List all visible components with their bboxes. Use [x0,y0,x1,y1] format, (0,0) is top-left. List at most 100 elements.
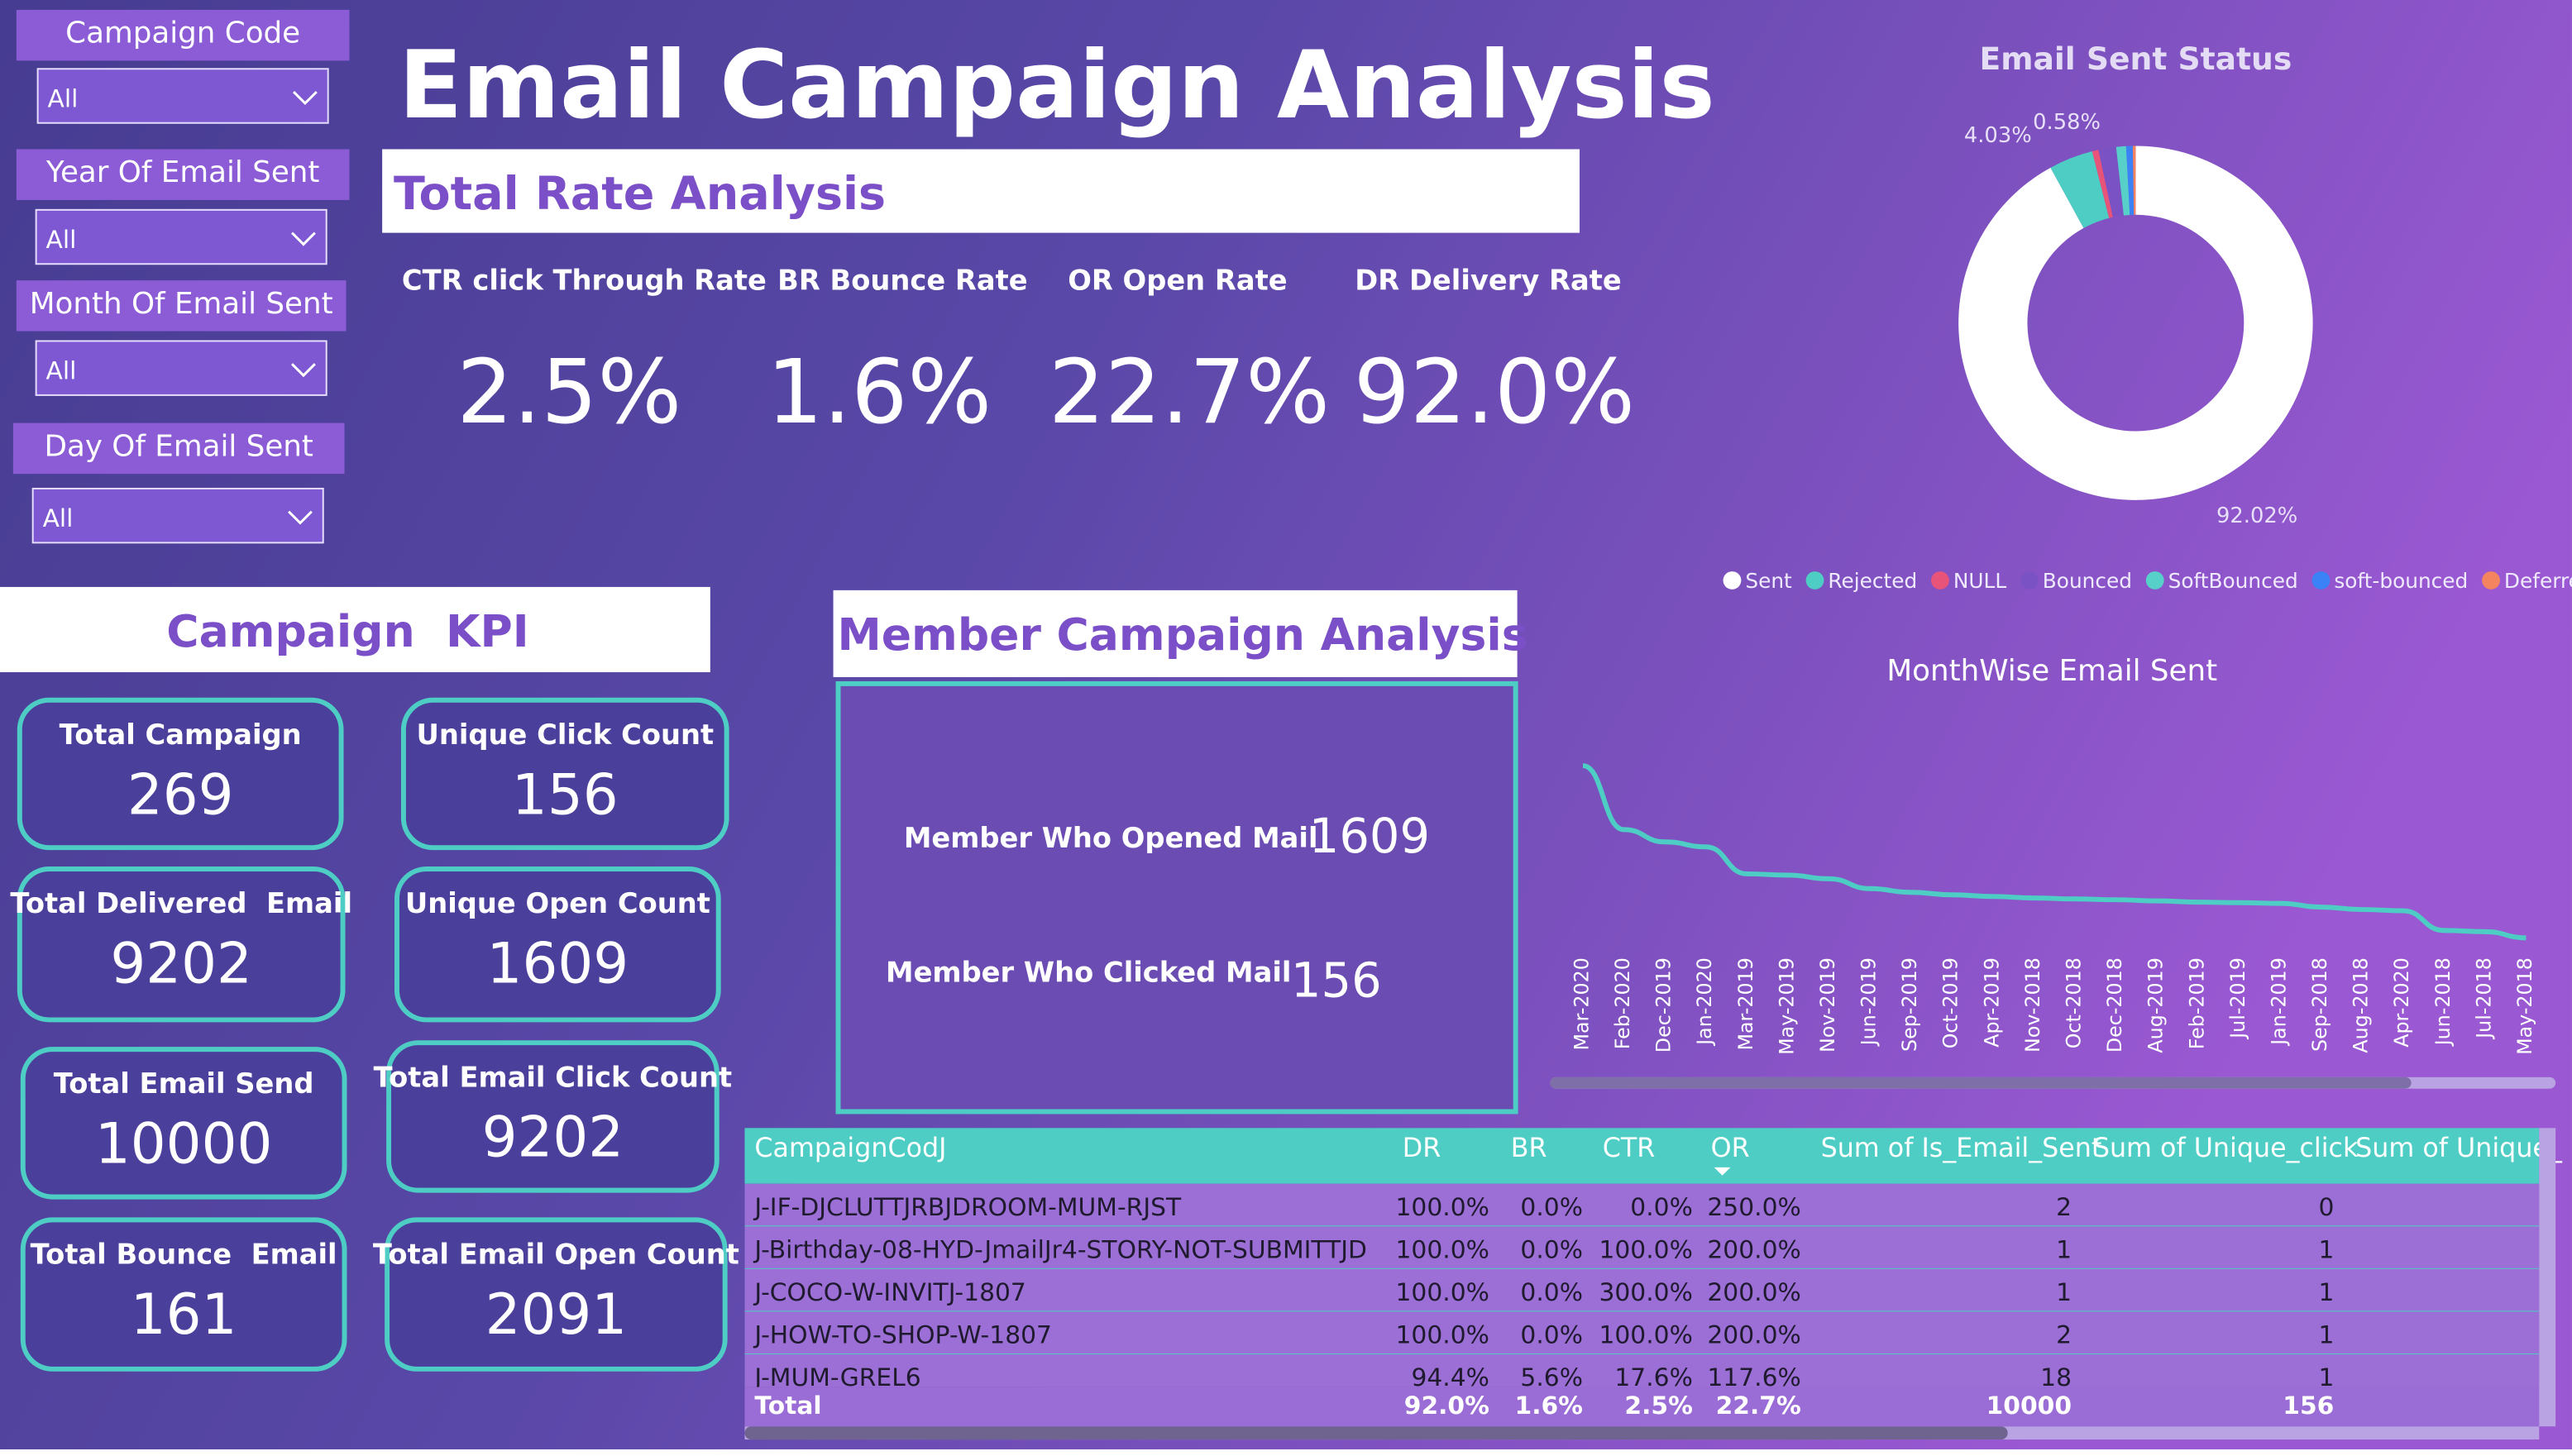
legend-marker [2482,571,2500,590]
section-header [833,590,1518,677]
filter-label-bg [16,280,347,332]
dropdown-value: All [46,226,77,255]
chart-title: MonthWise Email Sent [1886,654,2217,688]
x-tick-label: Nov-2019 [1816,957,1839,1053]
table-cell: 1 [2056,1236,2072,1265]
legend-marker [1723,571,1742,590]
legend-label: soft-bounced [2334,569,2468,593]
table-cell: 0.0% [1520,1193,1583,1222]
column-header: BR [1511,1134,1547,1163]
x-tick-label: Aug-2019 [2144,957,2168,1053]
legend-label: Rejected [1828,569,1917,593]
table-row [744,1268,2540,1312]
kpi-card [20,1047,347,1200]
sort-arrow [1714,1167,1731,1176]
dropdown[interactable] [31,487,324,544]
table-cell: 200.0% [1707,1321,1800,1350]
column-header: Sum of Unique_ [2355,1134,2563,1163]
data-label: 0.58% [2033,110,2101,135]
member-label: Member Who Opened Mail [904,822,1318,854]
metric-value: 1.6% [767,341,992,444]
x-tick-label: Jun-2019 [1857,957,1881,1047]
x-tick-label: Jul-2018 [2472,957,2495,1040]
table-cell: J-MUM-GREL6 [753,1363,920,1392]
total-cell: 10000 [1986,1392,2072,1420]
member-value: 1609 [1309,809,1430,864]
table-cell: 1 [2318,1236,2334,1265]
table-cell: 0.0% [1630,1193,1693,1222]
kpi-label: Total Email Open Count [373,1238,739,1270]
legend-label: NULL [1953,569,2006,593]
x-tick-label: Oct-2018 [2062,957,2085,1048]
total-cell: Total [754,1392,821,1420]
dropdown-value: All [48,84,79,113]
table-row [744,1311,2540,1354]
filter-label: Campaign Code [65,17,300,50]
table-cell: 0.0% [1520,1321,1583,1350]
total-cell: 156 [2283,1392,2334,1420]
dropdown-value: All [43,504,74,533]
total-cell: 2.5% [1624,1392,1692,1420]
table-header [744,1128,2540,1184]
filter-label: Month Of Email Sent [30,287,333,321]
section-title: Total Rate Analysis [394,167,886,221]
section-header [0,586,710,673]
table-cell: 5.6% [1520,1363,1583,1392]
legend-label: Sent [1745,569,1792,593]
metric-value: 2.5% [457,341,681,444]
legend-marker [2145,571,2164,590]
dropdown[interactable] [36,68,329,124]
table-total-row [744,1387,2540,1427]
kpi-label: Total Bounce Email [31,1238,337,1270]
legend-marker [2311,571,2331,590]
data-label: 92.02% [2216,504,2297,528]
kpi-value: 1609 [487,931,629,996]
column-header: DR [1403,1134,1441,1163]
kpi-card [17,866,346,1023]
table-cell: 0.0% [1520,1236,1583,1265]
x-tick-label: May-2018 [2513,957,2536,1055]
table-cell: 17.6% [1614,1363,1692,1392]
x-tick-label: Apr-2020 [2390,957,2413,1048]
kpi-value: 269 [127,761,234,827]
table-cell: 100.0% [1599,1236,1692,1265]
dropdown[interactable] [35,340,327,396]
member-panel [835,680,1518,1115]
table-cell: 2 [2056,1321,2072,1350]
table-row [744,1353,2540,1387]
x-tick-label: Jul-2019 [2226,957,2249,1040]
donut-slice [2115,146,2130,216]
dropdown-arrow [290,232,316,246]
kpi-value: 9202 [110,931,252,996]
column-header: CTR [1603,1134,1656,1163]
scrollbar-thumb[interactable] [744,1426,2008,1440]
kpi-card [385,1217,728,1372]
x-tick-label: Oct-2019 [1939,957,1962,1048]
x-tick-label: Sep-2019 [1898,957,1921,1052]
metric-label: CTR click Through Rate [402,265,767,297]
total-cell: 1.6% [1515,1392,1583,1420]
dropdown[interactable] [35,208,327,265]
kpi-label: Total Email Send [54,1067,314,1100]
member-label: Member Who Clicked Mail [886,956,1291,988]
scrollbar-thumb[interactable] [1550,1076,2412,1089]
table-cell: J-HOW-TO-SHOP-W-1807 [753,1321,1052,1350]
metric-value: 92.0% [1354,341,1635,444]
x-tick-label: Dec-2018 [2103,957,2126,1053]
x-tick-label: Aug-2018 [2350,957,2373,1053]
kpi-card [400,697,729,851]
table-cell: 300.0% [1599,1278,1692,1307]
kpi-label: Total Campaign [60,718,302,751]
table-cell: 0 [2318,1193,2334,1222]
metric-label: BR Bounce Rate [777,265,1027,297]
table-cell: 200.0% [1707,1236,1800,1265]
kpi-card [394,866,721,1023]
x-tick-label: Sep-2018 [2308,957,2331,1052]
total-cell: 92.0% [1404,1392,1489,1420]
table-cell: J-IF-DJCLUTTJRBJDROOM-MUM-RJST [753,1193,1182,1222]
table-row [744,1226,2540,1269]
data-label: 4.03% [1964,123,2032,148]
column-header: OR [1711,1134,1750,1163]
table-vscroll [2539,1128,2556,1427]
